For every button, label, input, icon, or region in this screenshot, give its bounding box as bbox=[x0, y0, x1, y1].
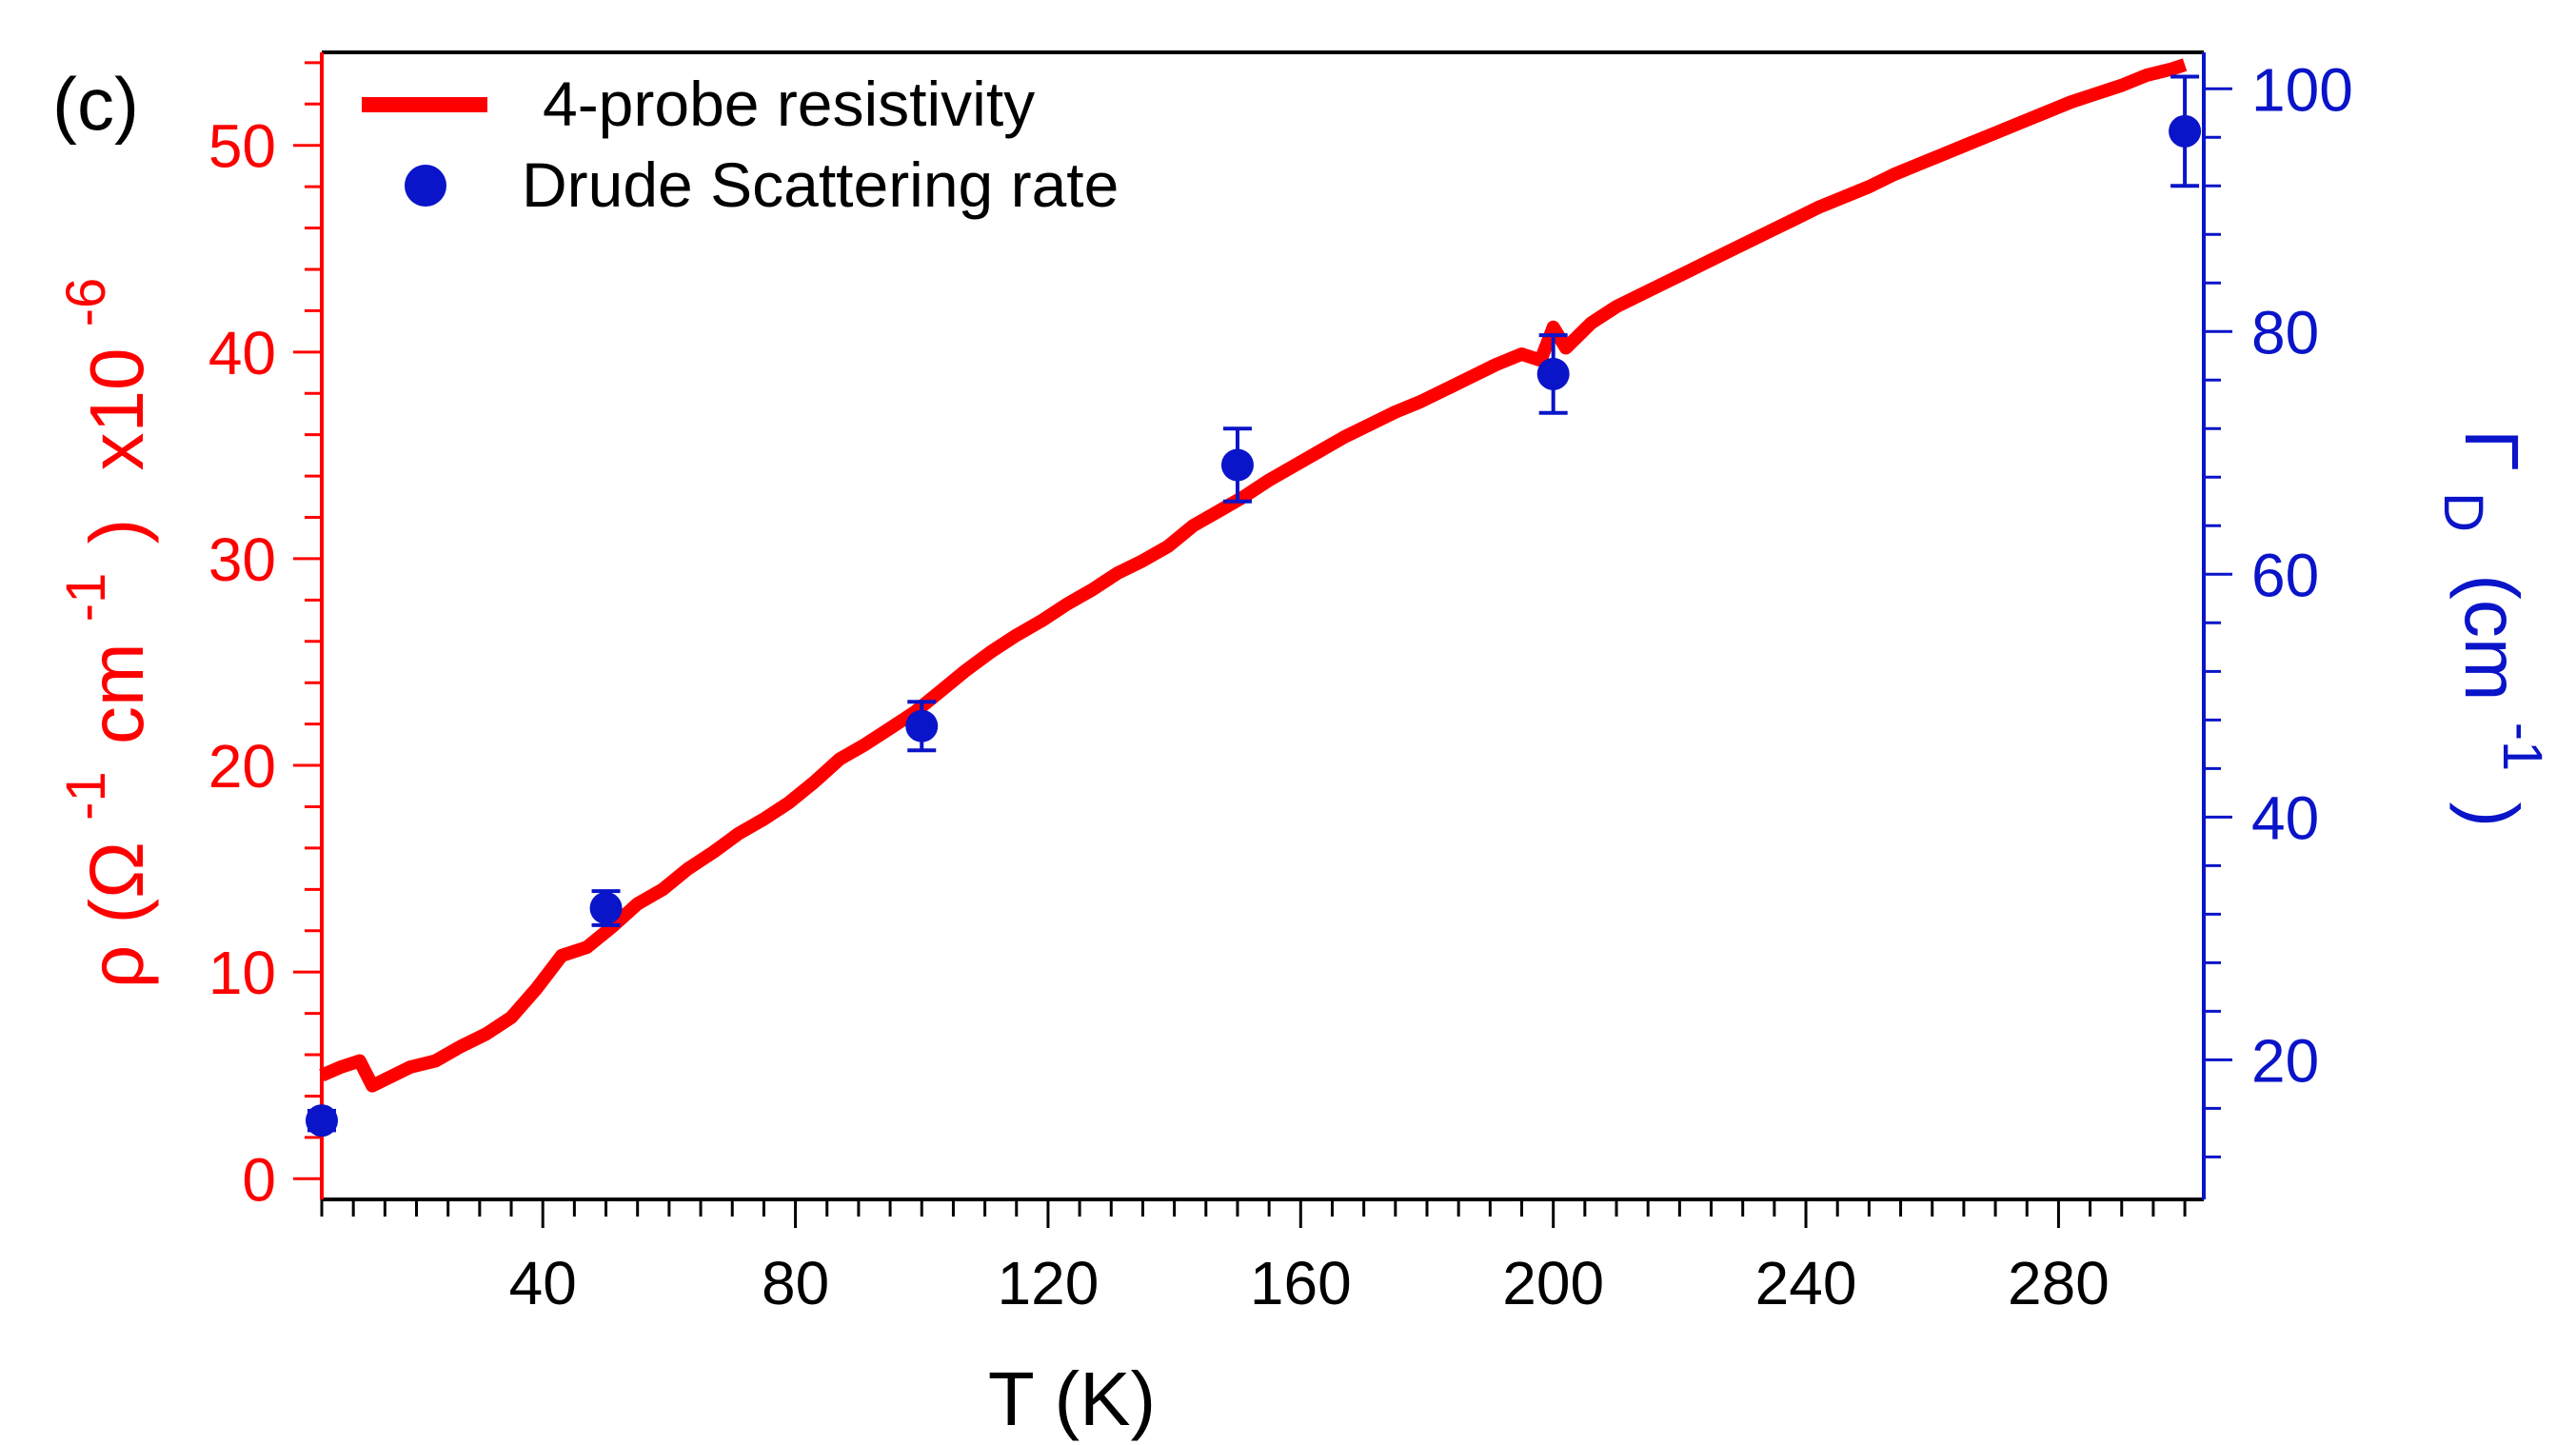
scattering-point bbox=[1220, 448, 1254, 482]
svg-text:Γ D (cm -1: Γ D (cm -1 ) bbox=[2428, 429, 2572, 827]
scattering-point bbox=[905, 709, 939, 742]
left-axis-label: ρ (Ω -1 cm -1 ) x10 -6 bbox=[36, 278, 159, 989]
left-label-rho: ρ bbox=[74, 945, 159, 989]
right-label-sub: D bbox=[2432, 492, 2494, 532]
y-right-tick-label: 60 bbox=[2251, 541, 2319, 609]
right-axis-label: Γ D (cm -1 ) bbox=[2428, 429, 2572, 827]
right-label-close: ) bbox=[2449, 802, 2534, 828]
x-tick-label: 40 bbox=[509, 1249, 577, 1317]
legend-label-resistivity: 4-probe resistivity bbox=[543, 69, 1035, 139]
left-label-open: (Ω bbox=[74, 841, 159, 923]
right-axis-ticks: 20 40 60 80 100 bbox=[2204, 55, 2353, 1158]
y-left-tick-label: 0 bbox=[242, 1145, 276, 1214]
left-label-close: ) bbox=[74, 519, 159, 544]
x-tick-label: 240 bbox=[1755, 1249, 1857, 1317]
scattering-point bbox=[589, 891, 623, 924]
y-left-tick-label: 50 bbox=[208, 112, 276, 181]
left-label-sup1: -1 bbox=[55, 771, 117, 821]
x-tick-label: 80 bbox=[762, 1249, 829, 1317]
legend-marker-swatch bbox=[405, 165, 446, 207]
panel-label: (c) bbox=[52, 62, 139, 146]
scattering-point bbox=[306, 1104, 338, 1138]
x-tick-label: 280 bbox=[2008, 1249, 2110, 1317]
right-label-sup: -1 bbox=[2491, 722, 2553, 772]
left-label-cm: cm bbox=[74, 643, 159, 744]
scattering-point bbox=[1536, 357, 1570, 390]
x-tick-label: 160 bbox=[1250, 1249, 1352, 1317]
y-left-tick-label: 30 bbox=[208, 525, 276, 594]
legend-label-scattering: Drude Scattering rate bbox=[522, 149, 1119, 220]
legend: 4-probe resistivity Drude Scattering rat… bbox=[362, 69, 1119, 220]
y-left-tick-label: 10 bbox=[208, 939, 276, 1007]
x-axis-label: T (K) bbox=[988, 1356, 1156, 1441]
resistivity-line bbox=[319, 58, 2188, 1093]
left-label-sup2: -1 bbox=[55, 573, 117, 623]
y-right-tick-label: 100 bbox=[2251, 55, 2353, 124]
y-right-tick-label: 20 bbox=[2251, 1026, 2319, 1095]
left-label-sup3: -6 bbox=[55, 278, 117, 327]
left-label-x10: x10 bbox=[74, 348, 159, 471]
scattering-rate-points bbox=[306, 74, 2202, 1138]
right-label-open: (cm bbox=[2449, 574, 2534, 701]
y-left-tick-label: 40 bbox=[208, 319, 276, 387]
x-tick-label: 200 bbox=[1502, 1249, 1604, 1317]
x-tick-label: 120 bbox=[998, 1249, 1100, 1317]
y-left-tick-label: 20 bbox=[208, 732, 276, 801]
scattering-point bbox=[2169, 114, 2202, 148]
y-right-tick-label: 80 bbox=[2251, 298, 2319, 366]
y-right-tick-label: 40 bbox=[2251, 783, 2319, 852]
right-label-gamma: Γ bbox=[2449, 429, 2534, 471]
x-axis-ticks: 40 80 120 160 200 240 280 bbox=[320, 1199, 2187, 1317]
left-axis-ticks: 0 10 20 30 40 50 bbox=[208, 61, 322, 1214]
svg-text:ρ (Ω -1 cm: ρ (Ω -1 cm -1 ) x10 -6 bbox=[36, 278, 159, 989]
